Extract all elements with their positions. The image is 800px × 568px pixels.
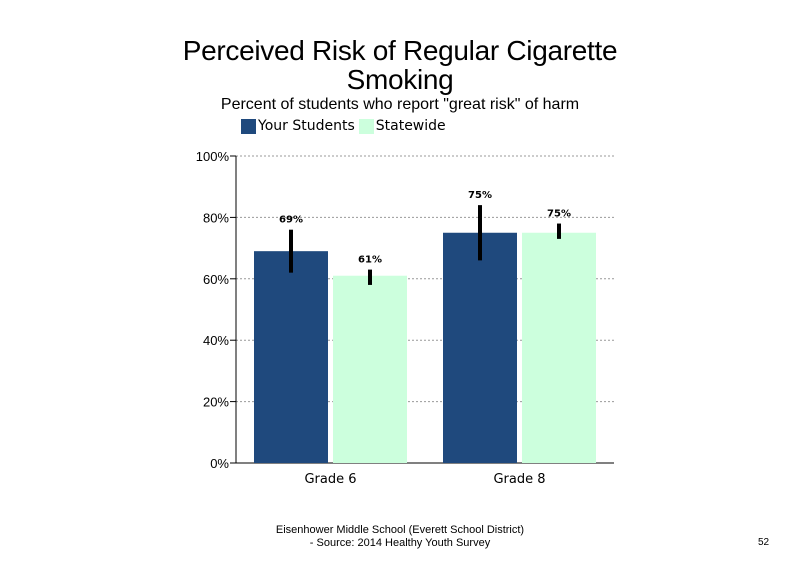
bar [443,232,517,463]
legend: Your Students Statewide [241,118,450,134]
y-tick-label: 40% [203,333,229,348]
legend-item-your-students: Your Students [241,118,355,134]
legend-label-statewide: Statewide [375,118,446,134]
chart-subtitle: Percent of students who report "great ri… [220,96,580,113]
y-tick-label: 60% [203,272,229,287]
bar [254,251,328,463]
footer: Eisenhower Middle School (Everett School… [200,524,600,550]
data-label: 61% [358,255,382,266]
data-label: 75% [547,209,571,220]
bar [522,232,596,463]
y-tick-label: 80% [203,210,229,225]
legend-item-statewide: Statewide [358,118,446,134]
y-tick-label: 0% [210,456,229,471]
data-label: 69% [279,215,303,226]
page-number: 52 [758,537,770,548]
chart-title: Perceived Risk of Regular Cigarette Smok… [182,35,618,95]
footer-school: Eisenhower Middle School (Everett School… [275,524,525,536]
y-tick-label: 100% [196,149,230,164]
bar [333,275,407,463]
category-label: Grade 6 [304,472,356,487]
data-label: 75% [468,190,492,201]
footer-source: - Source: 2014 Healthy Youth Survey [309,537,491,549]
legend-swatch-statewide [358,118,374,134]
category-label: Grade 8 [493,472,545,487]
y-tick-label: 20% [203,395,229,410]
legend-label-your-students: Your Students [258,118,355,134]
legend-swatch-your-students [241,118,256,134]
